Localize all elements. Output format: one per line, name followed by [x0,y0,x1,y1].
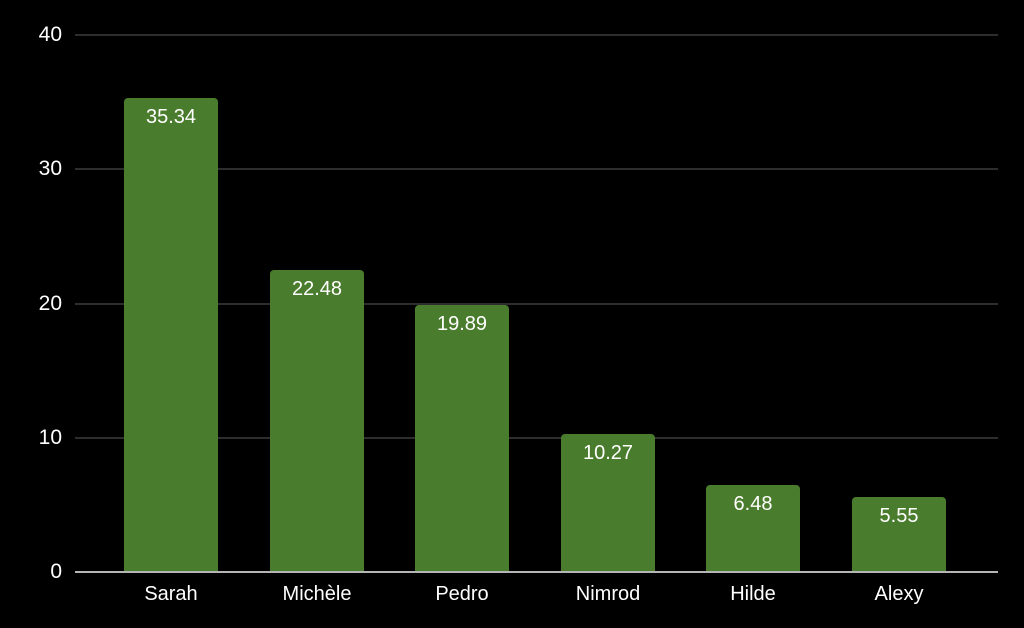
bar-value-label: 5.55 [879,505,919,527]
x-axis-category-label: Hilde [730,583,776,605]
bar-michèle [270,270,364,572]
bar-value-label: 35.34 [145,106,197,128]
bar-value-label: 10.27 [582,442,634,464]
gridline [75,303,998,305]
x-axis-category-label: Nimrod [575,583,641,605]
y-axis-tick-label: 0 [50,560,62,583]
bar-alexy [852,497,946,572]
bar-value-label: 19.89 [436,313,488,335]
bar-sarah [124,98,218,572]
x-axis-category-label: Sarah [144,583,198,605]
bar-value-label: 22.48 [291,278,343,300]
bar-pedro [415,305,509,572]
y-axis-tick-label: 30 [38,157,62,180]
y-axis-tick-label: 20 [38,292,62,315]
gridline [75,34,998,36]
bar-value-label: 6.48 [733,493,773,515]
bar-nimrod [561,434,655,572]
x-axis-category-label: Pedro [435,583,489,605]
bar-hilde [706,485,800,572]
y-axis-tick-label: 10 [38,426,62,449]
gridline [75,168,998,170]
gridline [75,437,998,439]
x-axis-category-label: Michèle [282,583,352,605]
x-axis-category-label: Alexy [874,583,924,605]
x-axis-line [75,571,998,573]
y-axis-tick-label: 40 [38,23,62,46]
